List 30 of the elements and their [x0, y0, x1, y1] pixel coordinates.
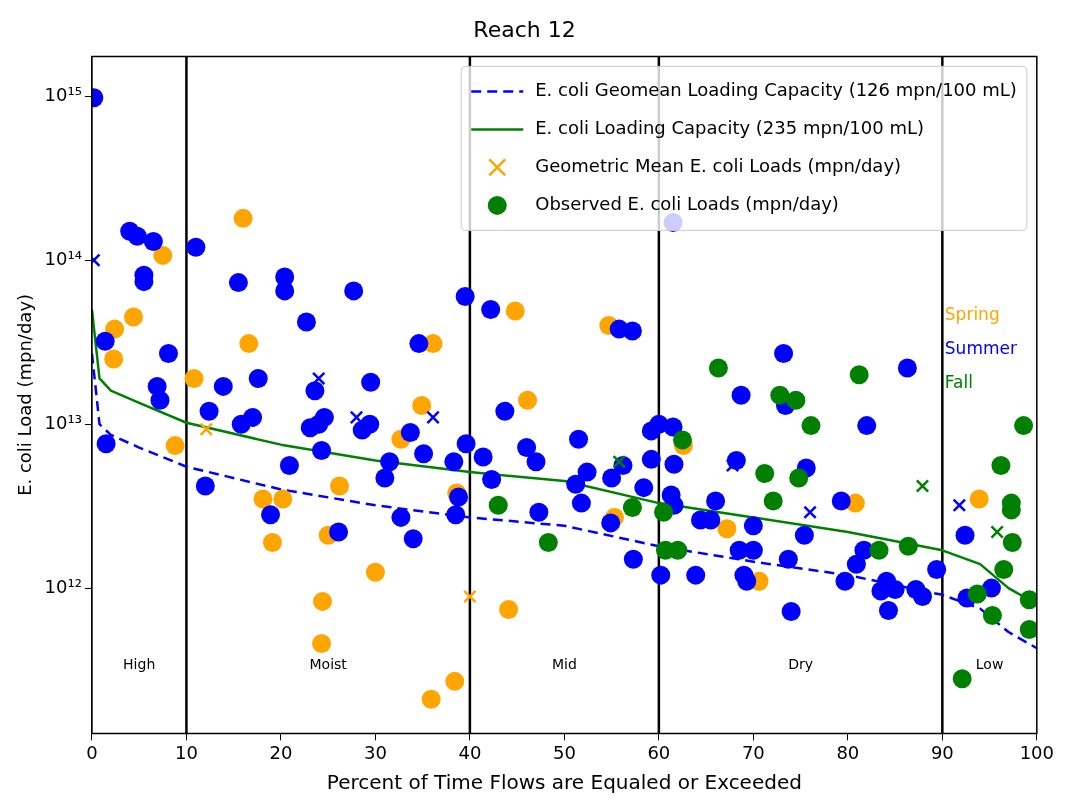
annotation: High: [123, 656, 156, 673]
annotation: Moist: [309, 656, 348, 673]
x-tick-label: 10: [174, 741, 198, 763]
annotation: Dry: [788, 656, 814, 673]
x-tick-label: 40: [458, 741, 482, 763]
x-tick-label: 50: [552, 741, 576, 763]
y-tick-label: 10¹⁵: [44, 83, 82, 105]
annotation: Mid: [551, 656, 577, 673]
x-tick-label: 100: [1019, 741, 1054, 763]
annotation: Low: [975, 656, 1004, 673]
legend-label: E. coli Geomean Loading Capacity (126 mpn/100 mL): [535, 79, 1017, 101]
legend-label: E. coli Loading Capacity (235 mpn/100 mL): [535, 117, 925, 139]
x-tick-label: 30: [363, 741, 387, 763]
x-tick-label: 20: [269, 741, 293, 763]
annotation: Spring: [944, 304, 1000, 325]
chart-title: Reach 12: [473, 16, 576, 42]
x-tick-label: 0: [86, 741, 98, 763]
legend-label: Observed E. coli Loads (mpn/day): [535, 193, 839, 215]
x-tick-label: 80: [836, 741, 860, 763]
x-tick-label: 60: [647, 741, 671, 763]
y-tick-label: 10¹³: [44, 411, 82, 433]
y-axis-title: E. coli Load (mpn/day): [14, 293, 36, 496]
x-axis-title: Percent of Time Flows are Equaled or Exceeded: [326, 770, 802, 795]
x-tick-label: 90: [930, 741, 954, 763]
annotation: Fall: [944, 371, 973, 392]
x-tick-label: 70: [741, 741, 765, 763]
legend-label: Geometric Mean E. coli Loads (mpn/day): [535, 155, 902, 177]
annotation: Summer: [944, 337, 1017, 358]
y-tick-label: 10¹²: [44, 575, 82, 597]
y-tick-label: 10¹⁴: [44, 247, 82, 269]
